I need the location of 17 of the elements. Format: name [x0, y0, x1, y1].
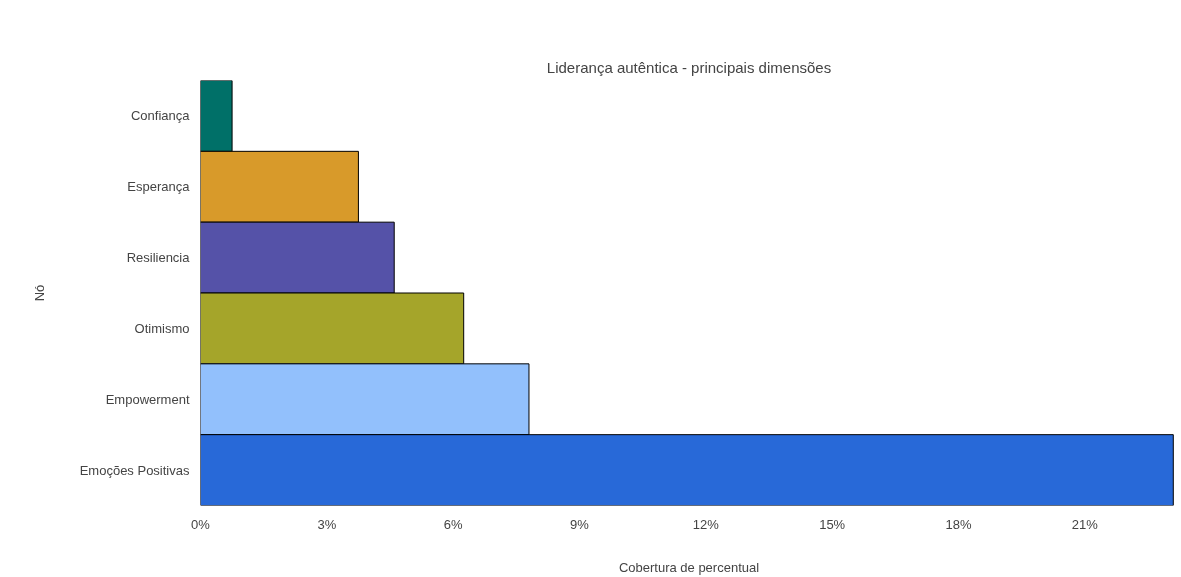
- x-tick-label: 18%: [945, 516, 972, 532]
- y-tick-label: Otimismo: [134, 320, 190, 336]
- y-tick-label: Confiança: [130, 108, 191, 124]
- y-axis-title: Nó: [31, 284, 47, 302]
- chart-title: Liderança autêntica - principais dimensões: [546, 58, 832, 76]
- x-tick-label: 21%: [1071, 516, 1099, 532]
- y-tick-label: Emoções Positivas: [79, 462, 190, 478]
- x-tick-label: 12%: [692, 516, 720, 532]
- y-tick-label: Esperança: [127, 179, 191, 195]
- x-tick-label: 0%: [191, 516, 211, 532]
- x-tick-label: 6%: [443, 516, 464, 532]
- x-tick-label: 3%: [317, 516, 337, 532]
- x-tick-label: 9%: [570, 516, 590, 532]
- x-tick-label: 15%: [819, 516, 846, 532]
- x-axis-title: Cobertura de percentual: [618, 559, 760, 575]
- y-tick-label: Resiliencia: [126, 250, 191, 266]
- y-tick-label: Empowerment: [105, 391, 190, 407]
